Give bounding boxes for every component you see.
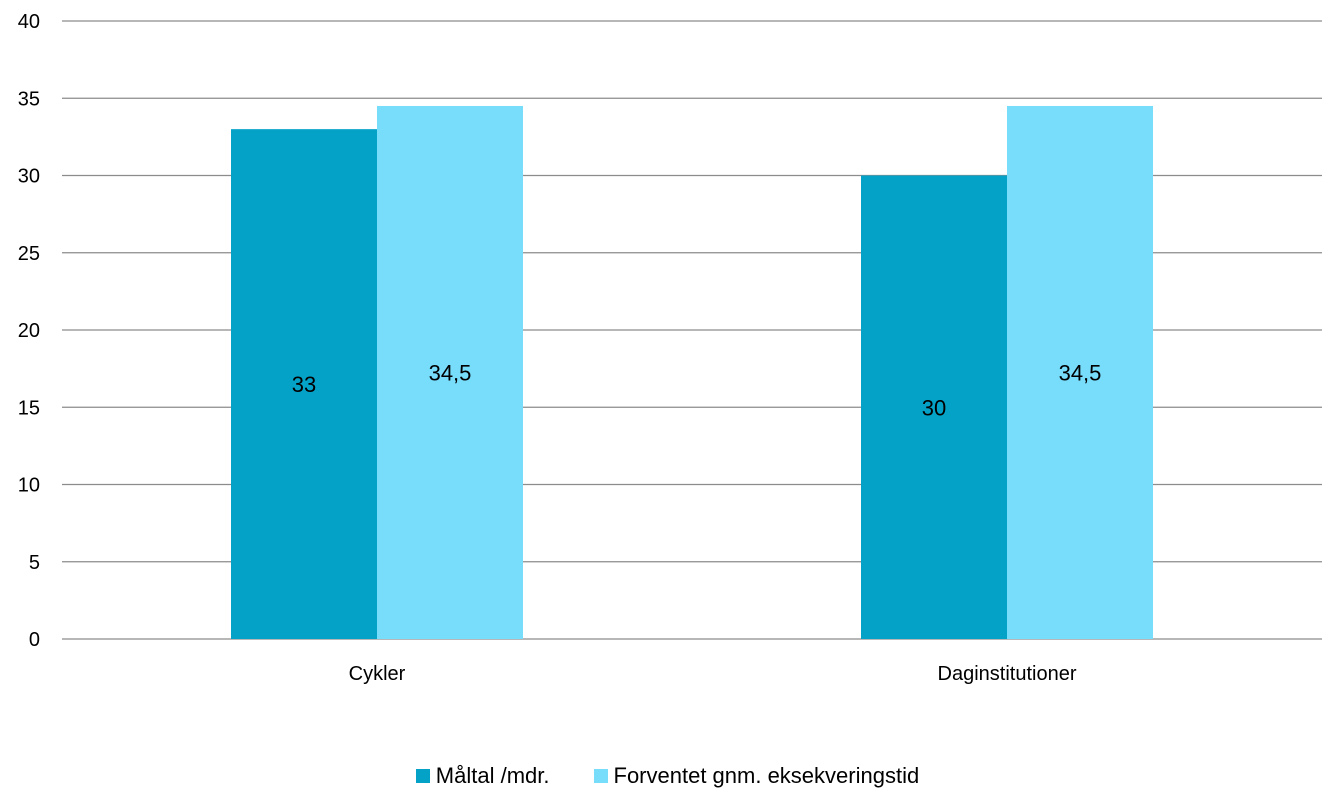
x-category-label: Cykler <box>349 663 406 685</box>
legend-label-series-1: Måltal /mdr. <box>435 763 550 788</box>
y-axis-ticks: 0 5 10 15 20 25 30 35 40 <box>18 11 40 651</box>
x-category-label: Daginstitutioner <box>938 663 1077 685</box>
y-tick-label: 40 <box>18 11 40 33</box>
legend: Måltal /mdr. Forventet gnm. eksekverings… <box>0 762 1335 790</box>
bar-daginstitutioner-series-1 <box>861 175 1007 639</box>
bar-daginstitutioner-series-2 <box>1007 105 1153 640</box>
legend-label-series-2: Forventet gnm. eksekveringstid <box>613 763 920 788</box>
data-label: 33 <box>292 372 316 397</box>
legend-swatch-series-2 <box>593 769 608 783</box>
x-axis-categories: Cykler Daginstitutioner <box>349 663 1077 685</box>
bar-cykler-series-1 <box>231 129 377 639</box>
data-label: 34,5 <box>429 360 472 385</box>
y-tick-label: 5 <box>29 552 40 574</box>
y-tick-label: 10 <box>18 475 40 497</box>
y-tick-label: 25 <box>18 243 40 265</box>
y-tick-label: 20 <box>18 320 40 342</box>
legend-item-series-2: Forventet gnm. eksekveringstid <box>593 763 920 789</box>
legend-item-series-1: Måltal /mdr. <box>415 763 550 789</box>
y-tick-label: 15 <box>18 397 40 419</box>
data-label: 30 <box>922 395 946 420</box>
bars <box>231 105 1153 640</box>
legend-swatch-series-1 <box>415 769 430 783</box>
data-labels: 33 34,5 30 34,5 <box>292 360 1102 420</box>
y-tick-label: 0 <box>29 629 40 651</box>
y-tick-label: 35 <box>18 88 40 110</box>
bar-cykler-series-2 <box>377 105 523 640</box>
data-label: 34,5 <box>1059 360 1102 385</box>
y-tick-label: 30 <box>18 166 40 188</box>
